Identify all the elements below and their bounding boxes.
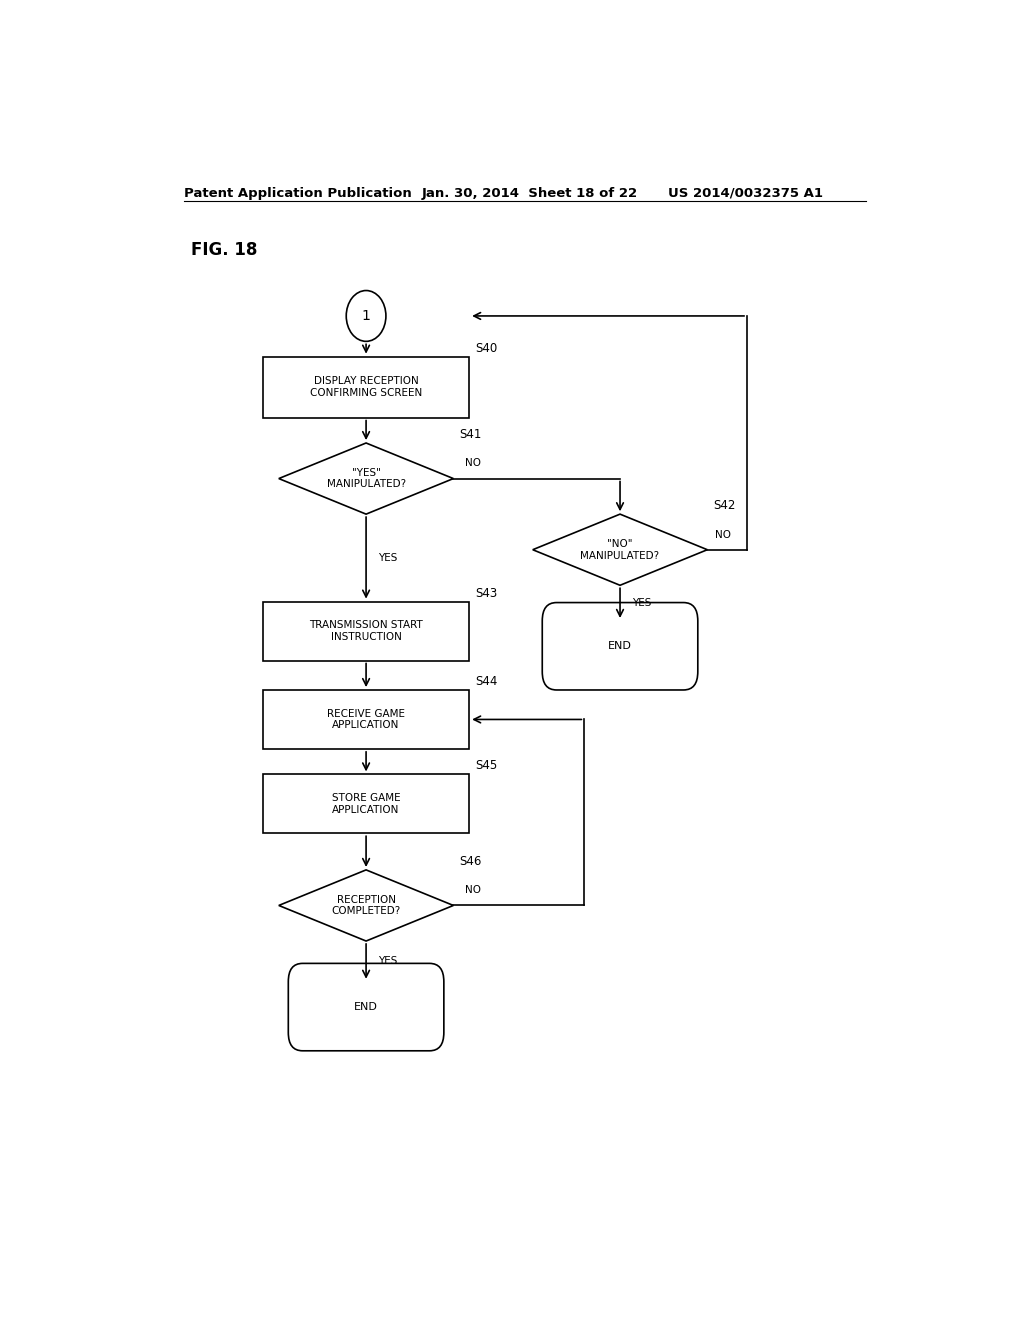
Bar	[263, 356, 469, 417]
Text: YES: YES	[632, 598, 651, 609]
Text: S44: S44	[475, 675, 498, 688]
Text: S40: S40	[475, 342, 498, 355]
Text: S46: S46	[460, 855, 482, 867]
Bar	[263, 690, 469, 748]
Text: NO: NO	[465, 886, 481, 895]
Text: S43: S43	[475, 586, 498, 599]
Text: 1: 1	[361, 309, 371, 323]
Text: "YES"
MANIPULATED?: "YES" MANIPULATED?	[327, 467, 406, 490]
Text: RECEIVE GAME
APPLICATION: RECEIVE GAME APPLICATION	[327, 709, 406, 730]
Text: STORE GAME
APPLICATION: STORE GAME APPLICATION	[332, 793, 400, 814]
Text: YES: YES	[378, 957, 397, 966]
Text: END: END	[354, 1002, 378, 1012]
Text: END: END	[608, 642, 632, 651]
Text: YES: YES	[378, 553, 397, 562]
Text: S42: S42	[714, 499, 736, 512]
Text: TRANSMISSION START
INSTRUCTION: TRANSMISSION START INSTRUCTION	[309, 620, 423, 642]
Text: S41: S41	[460, 428, 482, 441]
Text: Patent Application Publication: Patent Application Publication	[183, 187, 412, 199]
Text: Jan. 30, 2014  Sheet 18 of 22: Jan. 30, 2014 Sheet 18 of 22	[422, 187, 638, 199]
Text: FIG. 18: FIG. 18	[191, 240, 258, 259]
Text: US 2014/0032375 A1: US 2014/0032375 A1	[668, 187, 822, 199]
Bar	[263, 775, 469, 833]
Text: "NO"
MANIPULATED?: "NO" MANIPULATED?	[581, 539, 659, 561]
Text: RECEPTION
COMPLETED?: RECEPTION COMPLETED?	[332, 895, 400, 916]
Text: S45: S45	[475, 759, 498, 772]
Text: DISPLAY RECEPTION
CONFIRMING SCREEN: DISPLAY RECEPTION CONFIRMING SCREEN	[310, 376, 422, 397]
Text: NO: NO	[715, 529, 731, 540]
Text: NO: NO	[465, 458, 481, 469]
Bar	[263, 602, 469, 660]
